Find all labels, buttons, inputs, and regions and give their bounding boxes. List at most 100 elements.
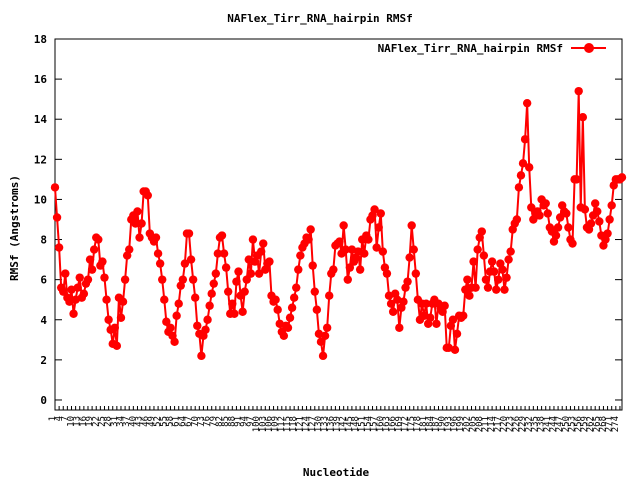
y-tick-label: 6 [40,274,47,287]
x-tick-label: 109 [271,416,281,432]
legend-label: NAFlex_Tirr_RNA_hairpin RMSf [378,42,563,55]
x-tick-label: 82 [215,416,225,427]
data-point [395,323,404,332]
x-tick-label: 85 [221,416,231,427]
data-point [440,301,449,310]
data-point [294,265,303,274]
data-point [355,265,365,274]
data-point [516,171,526,180]
data-point [568,239,577,248]
data-point [308,261,317,270]
data-point [158,275,167,284]
legend-marker-swatch [584,43,594,53]
data-point [399,297,408,306]
x-tick-label: 133 [320,416,330,432]
data-point [312,305,322,314]
x-tick-label: 142 [339,416,349,432]
data-point [421,299,431,308]
y-tick-label: 12 [34,153,47,166]
data-point [279,331,289,340]
data-point [197,351,206,361]
data-point [483,283,493,292]
data-point [562,209,571,218]
data-point [151,233,161,242]
data-point [217,231,227,240]
data-point [518,159,528,168]
data-point [512,215,522,224]
data-point [265,257,274,266]
data-point [325,291,334,300]
data-point [500,285,509,294]
data-point [345,263,355,272]
data-point [372,243,381,252]
data-point [310,287,319,296]
data-point [477,227,486,236]
data-point [541,199,550,208]
data-point [463,275,472,284]
data-point [170,337,179,347]
x-tick-label: 28 [104,416,114,427]
data-point [289,293,299,302]
data-point [201,325,210,334]
data-point [481,275,491,284]
data-point [551,231,561,240]
x-tick-label: 187 [431,416,441,432]
data-point [593,207,602,216]
data-point [191,293,200,302]
data-point [432,319,441,328]
x-tick-label: 64 [178,416,188,427]
data-point [374,223,383,232]
data-point [238,307,247,316]
x-tick-label: 271 [605,416,615,432]
data-point [504,255,513,264]
data-point [104,315,113,324]
series-rmsf [50,86,627,361]
data-point [378,247,388,256]
plot-frame [54,38,623,411]
data-point [409,245,418,254]
data-point [178,275,188,284]
data-point [543,209,552,218]
data-point [492,285,501,294]
x-tick-label: 205 [469,416,479,432]
data-point [578,113,588,122]
x-tick-label: 148 [351,416,361,432]
x-tick-label: 202 [462,416,472,432]
x-tick-label: 232 [524,416,534,432]
data-point [89,245,99,254]
series-points [50,86,627,361]
data-point [94,235,103,244]
x-tick-label: 43 [135,416,145,427]
x-tick-label: 175 [407,416,417,432]
x-tick-label: 265 [592,416,602,432]
y-axis-label: RMSf (Angstroms) [8,175,21,281]
x-tick-label: 163 [382,416,392,432]
x-tick-label: 115 [283,416,293,432]
x-tick-label: 196 [450,416,460,432]
data-point [553,223,563,232]
data-point [271,295,280,304]
y-axis-ticks: 0 2 4 6 8 10 12 14 16 18 [34,33,622,407]
data-point [487,257,497,266]
data-point [230,309,239,318]
x-tick-label: 1 [48,416,58,421]
x-tick-label: 94 [240,416,250,427]
data-point [273,305,282,314]
x-axis-ticks: 1471013161922252831343740434649525558616… [48,406,621,432]
data-point [320,331,330,340]
x-tick-label: 58 [166,416,176,427]
data-point [339,221,348,230]
data-point [59,287,68,296]
data-point [205,301,214,310]
data-point [180,259,190,268]
data-point [188,275,198,284]
data-point [382,269,392,278]
x-tick-label: 145 [345,416,355,432]
data-point [50,183,60,192]
x-tick-label: 88 [227,416,237,427]
data-point [304,235,313,244]
data-point [98,257,107,266]
x-tick-label: 22 [91,416,101,427]
data-point [73,283,82,292]
